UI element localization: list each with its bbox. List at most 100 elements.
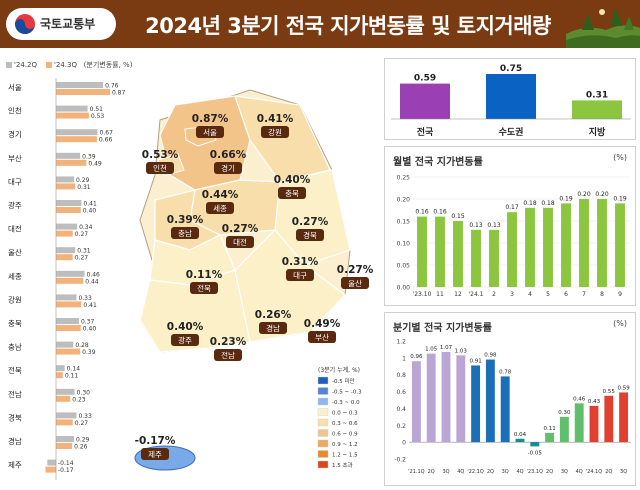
quarterly-x-label: 4Q (576, 469, 583, 475)
data-label: 0.44 (85, 278, 99, 285)
bar (56, 348, 81, 355)
quarterly-bar (426, 353, 436, 443)
bar (56, 207, 81, 213)
monthly-value-label: 0.16 (433, 209, 447, 216)
bar (56, 136, 97, 143)
map-region-name: 제주 (148, 450, 162, 459)
quarterly-bar (530, 442, 540, 447)
bar (56, 152, 81, 159)
legend-label: 0.0 ~ 0.3 (332, 411, 358, 417)
quarterly-bar (604, 395, 614, 443)
legend-swatch (317, 439, 329, 448)
map-region-name: 광주 (178, 335, 192, 345)
legend-label: 0.9 ~ 1.2 (332, 442, 358, 448)
quarterly-x-label: 2Q (428, 469, 435, 475)
region-label: 경북 (8, 412, 22, 422)
quarterly-x-label: 3Q (442, 469, 449, 475)
legend-label: 1.2 ~ 1.5 (332, 453, 358, 459)
quarterly-unit: (%) (613, 319, 627, 328)
monthly-value-label: 0.18 (523, 200, 537, 207)
map-region-tag (308, 331, 336, 343)
quarterly-value-label: 0.43 (588, 399, 601, 405)
legend-item-curr: '24.3Q (45, 61, 77, 69)
ministry-emblem-icon (15, 14, 35, 34)
monthly-x-label: 9 (618, 291, 622, 298)
bar (56, 176, 74, 183)
bar (56, 89, 110, 95)
map-region-tag (214, 162, 242, 174)
quarterly-bar (471, 365, 481, 443)
header-banner: 국토교통부 2024년 3분기 전국 지가변동률 및 토지거래량 (0, 0, 640, 48)
summary-bar (400, 83, 450, 119)
map-value-label: 0.41% (257, 113, 294, 125)
monthly-value-label: 0.13 (487, 222, 501, 229)
data-label: 0.76 (105, 83, 119, 90)
bar (56, 159, 87, 166)
data-label: 0.11 (65, 373, 79, 380)
y-tick-label: 0.25 (397, 175, 411, 182)
monthly-value-label: 0.20 (595, 191, 609, 198)
region-label: 강원 (8, 294, 22, 304)
data-label: 0.27 (75, 255, 89, 262)
data-label: 0.41 (83, 201, 97, 208)
legend-swatch (317, 460, 329, 469)
quarterly-value-label: 0.78 (499, 369, 512, 375)
quarterly-value-label: 0.11 (543, 426, 555, 432)
region-label: 충남 (8, 343, 22, 352)
map-value-label: 0.49% (304, 318, 341, 330)
map-region-name: 전북 (197, 283, 211, 293)
bar (56, 341, 74, 348)
region-label: 전남 (8, 389, 22, 399)
data-label: 0.34 (79, 224, 93, 231)
data-label: 0.23 (72, 396, 86, 403)
y-tick-label: -0.2 (394, 457, 406, 464)
bar (56, 294, 77, 301)
map-region-tag (296, 229, 324, 241)
y-tick-label: 1 (402, 355, 406, 362)
y-tick-label: 0.15 (397, 219, 411, 226)
quarterly-bar (545, 432, 555, 443)
quarterly-x-label: '24.1Q (586, 469, 603, 475)
bar (47, 459, 56, 466)
map-region-name: 강원 (268, 127, 282, 137)
bar (56, 419, 73, 426)
y-tick-label: 0.8 (396, 372, 406, 379)
summary-value-label: 0.75 (500, 64, 522, 74)
data-label: 0.27 (75, 231, 89, 238)
data-label: 0.39 (82, 153, 96, 160)
map-region-tag (259, 322, 287, 334)
map-region-name: 세종 (213, 204, 227, 213)
legend-label: 0.3 ~ 0.6 (332, 421, 358, 427)
map-region-tag (261, 126, 289, 138)
summary-svg: 0.59 전국 0.75 수도권 0.31 지방 (391, 64, 631, 138)
quarterly-bar (500, 376, 510, 443)
legend-swatch (45, 62, 52, 68)
map-region-name: 부산 (315, 332, 329, 342)
region-label: 전북 (8, 365, 22, 375)
data-label: 0.29 (76, 437, 90, 444)
summary-bar (486, 74, 536, 119)
summary-category-label: 수도권 (499, 126, 524, 138)
quarterly-value-label: -0.05 (528, 450, 543, 456)
quarterly-bar (456, 355, 466, 443)
data-label: 0.40 (83, 208, 97, 215)
monthly-x-label: 6 (564, 291, 568, 298)
map-region-tag (141, 448, 169, 460)
summary-value-label: 0.31 (586, 90, 608, 100)
quarterly-x-label: '23.1Q (527, 469, 544, 475)
quarterly-x-label: 2Q (546, 469, 553, 475)
map-value-label: 0.11% (186, 269, 223, 281)
map-value-label: 0.27% (337, 264, 374, 276)
bar-legend: '24.2Q '24.3Q (분기변동률, %) (6, 60, 132, 70)
map-value-label: 0.44% (202, 189, 239, 201)
quarterly-bar (589, 405, 599, 443)
data-label: 0.30 (77, 389, 91, 396)
legend-swatch (317, 408, 329, 416)
legend-swatch (317, 429, 329, 437)
data-label: 0.31 (77, 248, 91, 255)
monthly-x-label: 11 (436, 291, 444, 298)
data-label: 0.28 (75, 342, 89, 349)
quarterly-x-label: '21.1Q (408, 469, 425, 475)
monthly-panel: 월별 전국 지가변동률 (%) 0.00 0.05 0.10 0.15 0.20 0.25… (384, 146, 636, 306)
